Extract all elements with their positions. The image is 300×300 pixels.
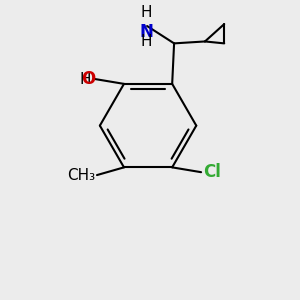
Text: H: H: [80, 72, 91, 87]
Text: H: H: [140, 5, 152, 20]
Text: H: H: [140, 34, 152, 49]
Text: O: O: [81, 70, 95, 88]
Text: CH₃: CH₃: [67, 168, 95, 183]
Text: Cl: Cl: [203, 163, 221, 181]
Text: N: N: [139, 23, 153, 41]
